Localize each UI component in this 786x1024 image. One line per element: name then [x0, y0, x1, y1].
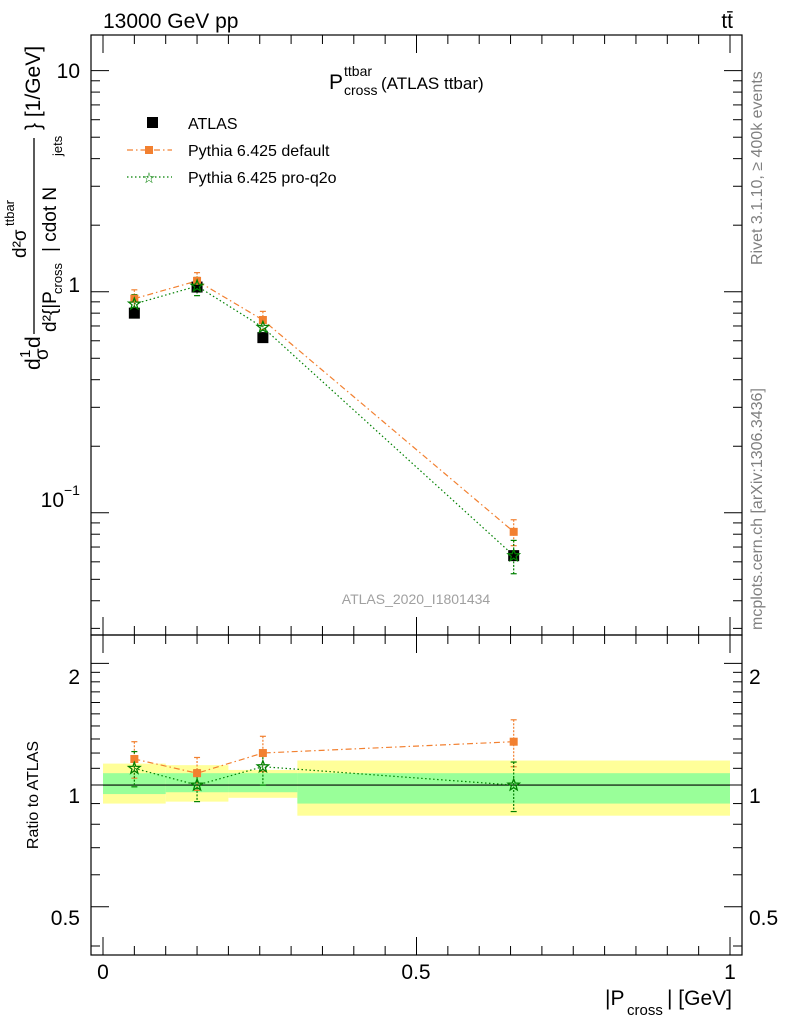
legend-marker-default	[145, 146, 153, 154]
x-tick-1: 1	[724, 961, 736, 984]
svg-text:ttbar: ttbar	[344, 63, 372, 79]
svg-text:cross: cross	[627, 1002, 663, 1019]
main-data-marks	[126, 272, 522, 575]
y-tick-label-exp: −1	[64, 482, 80, 498]
pro-q2o-point-0	[126, 296, 142, 311]
panel-title: P ttbar cross (ATLAS ttbar)	[329, 63, 484, 98]
y-tick-label-0.1: 10	[41, 489, 64, 512]
svg-text:|P: |P	[605, 987, 624, 1010]
ratio-pro-q2o-point-3	[506, 777, 522, 792]
rivet-label: Rivet 3.1.10, ≥ 400k events	[749, 71, 766, 265]
x-axis-label: |P cross | [GeV]	[605, 987, 732, 1019]
process-label: tt̄	[721, 10, 733, 33]
legend-label-default: Pythia 6.425 default	[188, 143, 330, 160]
ratio-y-tick-0.5-right: 0.5	[749, 907, 778, 930]
x-tick-0: 0	[97, 961, 109, 984]
pro-q2o-point-3	[506, 547, 522, 562]
ratio-y-tick-1: 1	[68, 785, 80, 808]
svg-text:cross: cross	[344, 82, 377, 98]
svg-text:(ATLAS ttbar): (ATLAS ttbar)	[381, 74, 484, 93]
pro-q2o-point-1	[189, 278, 205, 293]
ratio-line-1	[134, 766, 514, 786]
y-tick-label-1: 1	[68, 274, 80, 297]
atlas-point-0	[128, 307, 140, 319]
pro-q2o-point-2	[255, 319, 271, 334]
svg-text:jets: jets	[50, 135, 65, 157]
default-point-3	[509, 527, 518, 536]
analysis-watermark: ATLAS_2020_I1801434	[342, 591, 491, 607]
legend: ATLAS Pythia 6.425 default ☆ Pythia 6.42…	[127, 116, 337, 187]
legend-marker-atlas	[147, 117, 158, 128]
ratio-default-point-1	[193, 769, 202, 778]
ratio-default-point-0	[130, 754, 139, 763]
svg-text:σ: σ	[32, 348, 53, 360]
ratio-default-point-2	[258, 749, 267, 758]
svg-text:d²σ: d²σ	[10, 229, 31, 258]
ratio-line-0	[134, 741, 514, 774]
atlas-point-2	[257, 332, 269, 344]
main-y-axis-label: d 1 σ d d²σ ttbar d²{|P cross | cdot N j…	[2, 46, 65, 370]
svg-text:1: 1	[17, 350, 34, 358]
ratio-y-axis-label: Ratio to ATLAS	[25, 741, 42, 849]
svg-text:P: P	[329, 71, 343, 94]
legend-marker-pro-q2o: ☆	[142, 170, 155, 187]
atlas-point-3	[508, 550, 520, 562]
series-line-1	[134, 280, 515, 533]
mcplots-label: mcplots.cern.ch [arXiv:1306.3436]	[749, 388, 766, 630]
svg-text:| [GeV]: | [GeV]	[667, 987, 732, 1010]
series-line-2	[134, 285, 515, 557]
main-axis-ticks	[91, 35, 742, 635]
atlas-point-1	[191, 281, 203, 293]
svg-text:d: d	[22, 336, 45, 348]
energy-label: 13000 GeV pp	[103, 10, 238, 33]
ratio-y-tick-2-right: 2	[749, 666, 761, 689]
x-tick-0.5: 0.5	[401, 961, 430, 984]
legend-label-atlas: ATLAS	[188, 116, 238, 133]
svg-text:d: d	[22, 358, 45, 370]
svg-text:} [1/GeV]: } [1/GeV]	[22, 46, 45, 130]
ratio-y-tick-2: 2	[68, 666, 80, 689]
y-tick-label-10: 10	[57, 60, 80, 83]
ratio-pro-q2o-point-2	[255, 758, 271, 774]
ratio-axis-ticks	[91, 635, 742, 955]
ratio-pro-q2o-point-0	[126, 760, 142, 775]
ratio-pro-q2o-point-1	[189, 777, 205, 792]
svg-text:ttbar: ttbar	[2, 199, 17, 226]
legend-label-pro-q2o: Pythia 6.425 pro-q2o	[188, 170, 337, 187]
ratio-default-point-3	[509, 737, 518, 746]
ratio-data-marks	[126, 719, 522, 813]
ratio-y-tick-0.5: 0.5	[51, 907, 80, 930]
svg-text:| cdot N: | cdot N	[40, 187, 61, 252]
svg-text:d²{|P: d²{|P	[40, 291, 61, 332]
ratio-y-tick-1-right: 1	[749, 785, 761, 808]
svg-text:cross: cross	[50, 262, 65, 294]
